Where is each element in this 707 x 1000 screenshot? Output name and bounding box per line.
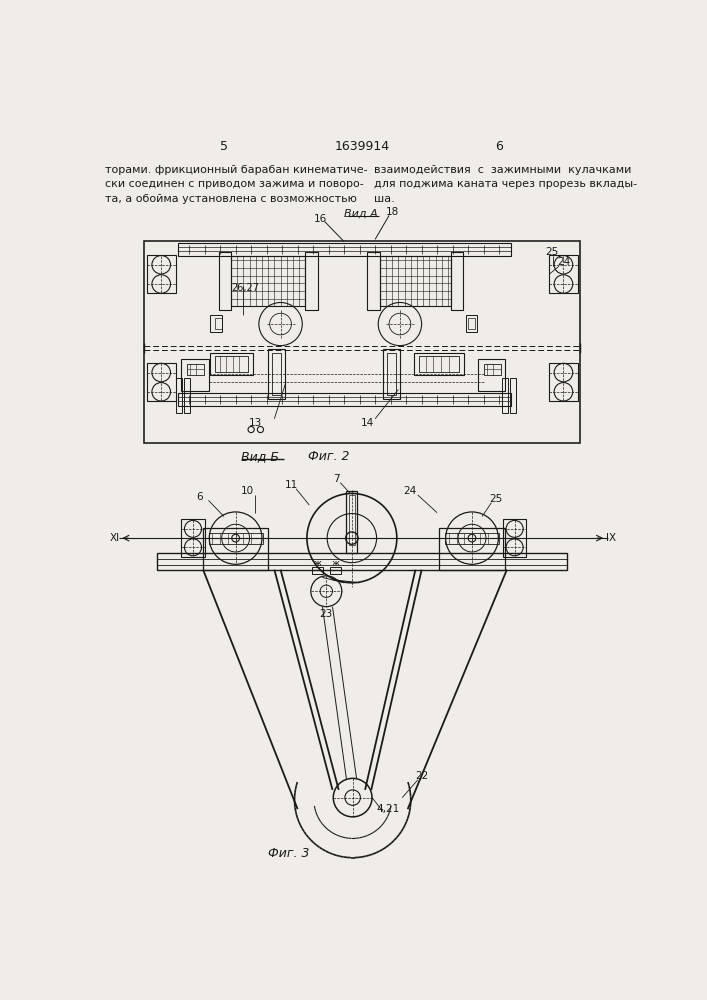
Bar (218, 252, 231, 310)
Bar (184, 378, 190, 413)
Bar (503, 519, 526, 557)
Text: XI: XI (110, 533, 119, 543)
Bar (305, 252, 317, 310)
Bar (210, 353, 252, 375)
Text: 4,21: 4,21 (377, 804, 400, 814)
Text: 6: 6 (495, 140, 503, 153)
Text: ж: ж (314, 559, 322, 568)
Bar (146, 363, 176, 401)
Text: 10: 10 (240, 486, 254, 496)
Bar (146, 255, 176, 293)
Bar (419, 356, 459, 372)
Bar (203, 528, 268, 570)
Bar (231, 256, 305, 306)
Bar (177, 393, 510, 406)
Bar (502, 378, 508, 413)
Bar (176, 378, 182, 413)
Text: Фиг. 3: Фиг. 3 (267, 847, 309, 860)
Bar (440, 528, 505, 570)
Bar (368, 252, 380, 310)
Text: 5: 5 (220, 140, 228, 153)
Text: 1639914: 1639914 (334, 140, 390, 153)
Bar (330, 567, 341, 574)
Text: 16: 16 (314, 214, 327, 224)
Bar (346, 491, 357, 553)
Text: 24: 24 (404, 486, 416, 496)
Text: Вид А: Вид А (344, 209, 378, 219)
Bar (156, 553, 567, 570)
Text: 23: 23 (320, 609, 333, 619)
Bar (387, 353, 396, 395)
Bar (210, 315, 222, 332)
Text: Вид Б: Вид Б (241, 450, 279, 463)
Text: Фиг. 2: Фиг. 2 (308, 450, 349, 463)
Bar (383, 349, 400, 399)
Text: взаимодействия  с  зажимными  кулачками
для поджима каната через прорезь вклады-: взаимодействия с зажимными кулачками для… (373, 165, 637, 204)
Text: 22: 22 (415, 771, 428, 781)
Text: 13: 13 (248, 418, 262, 428)
Bar (182, 519, 204, 557)
Bar (215, 356, 248, 372)
Bar (144, 241, 580, 443)
Text: 25: 25 (546, 247, 559, 257)
Bar (510, 378, 516, 413)
Bar (549, 363, 578, 401)
Text: торами. фрикционный барабан кинематиче-
ски соединен с приводом зажима и поворо-: торами. фрикционный барабан кинематиче- … (105, 165, 368, 204)
Bar (414, 353, 464, 375)
Text: 24: 24 (557, 257, 571, 267)
Bar (466, 315, 477, 332)
Bar (349, 495, 355, 545)
Bar (177, 243, 510, 256)
Bar (484, 364, 501, 375)
Bar (468, 318, 475, 329)
Bar (478, 359, 506, 391)
Text: 11: 11 (285, 480, 298, 490)
Bar (215, 318, 222, 329)
Bar (182, 359, 209, 391)
Bar (312, 567, 323, 574)
Text: 7: 7 (333, 474, 339, 484)
Bar (445, 533, 499, 544)
Bar (380, 256, 451, 306)
Bar (272, 353, 281, 395)
Bar (268, 349, 285, 399)
Text: 25: 25 (489, 494, 503, 504)
Text: 6: 6 (196, 492, 202, 502)
Text: IX: IX (606, 533, 617, 543)
Bar (451, 252, 464, 310)
Text: 26,27: 26,27 (231, 283, 259, 293)
Text: 14: 14 (361, 418, 374, 428)
Text: 18: 18 (385, 207, 399, 217)
Bar (549, 255, 578, 293)
Text: ж: ж (332, 559, 339, 568)
Bar (187, 364, 204, 375)
Bar (209, 533, 263, 544)
